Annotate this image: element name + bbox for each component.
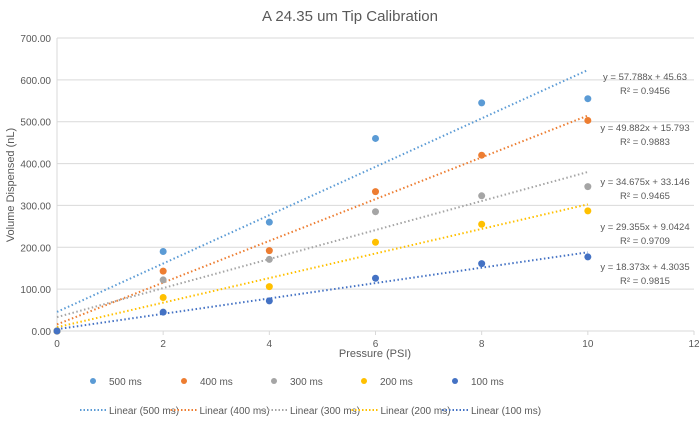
data-point: [53, 327, 61, 335]
data-point: [265, 255, 273, 263]
data-point: [584, 253, 592, 261]
data-point: [584, 207, 592, 215]
trend-r-squared: R² = 0.9815: [620, 276, 670, 287]
legend-trend-label: Linear (400 ms): [200, 406, 270, 417]
x-tick-label: 8: [479, 339, 485, 350]
grid-lines: [56, 37, 694, 332]
data-point: [265, 297, 273, 305]
trendline: [56, 251, 588, 331]
data-point: [159, 247, 167, 255]
y-axis-label: Volume Dispensed (nL): [5, 128, 17, 242]
data-point: [265, 283, 273, 291]
legend-marker: [361, 378, 367, 384]
data-point: [372, 208, 379, 216]
data-point: [159, 294, 167, 302]
data-point: [372, 238, 379, 246]
data-point: [372, 134, 379, 142]
y-tick-label: 500.00: [20, 118, 51, 129]
data-point: [159, 267, 167, 275]
data-point: [584, 116, 592, 124]
chart-title: A 24.35 um Tip Calibration: [262, 8, 438, 25]
legend: 500 ms Linear (500 ms) 400 ms Linear (400 m…: [80, 377, 541, 417]
x-tick-label: 6: [373, 339, 379, 350]
x-axis-label: Pressure (PSI): [339, 348, 411, 360]
x-tick-label: 0: [54, 339, 60, 350]
data-point: [584, 183, 592, 191]
data-point: [478, 99, 486, 107]
y-tick-label: 300.00: [20, 201, 51, 212]
data-point: [478, 260, 486, 268]
y-tick-label: 0.00: [32, 327, 52, 338]
trendline: [56, 69, 589, 313]
y-tick-label: 700.00: [20, 34, 51, 45]
data-point: [159, 308, 167, 316]
legend-label: 300 ms: [290, 377, 323, 388]
data-point: [372, 188, 379, 196]
y-tick-label: 100.00: [20, 285, 51, 296]
y-tick-label: 200.00: [20, 243, 51, 254]
x-tick-label: 4: [267, 339, 273, 350]
x-axis-ticks: 0 2 4 6 8 10 12: [54, 331, 700, 350]
trend-equation: y = 57.788x + 45.63: [603, 72, 687, 83]
data-point: [584, 95, 592, 103]
data-point: [159, 276, 167, 284]
data-point: [265, 247, 273, 255]
data-point: [478, 192, 486, 200]
trend-r-squared: R² = 0.9883: [620, 137, 670, 148]
legend-marker: [90, 378, 96, 384]
trend-r-squared: R² = 0.9456: [620, 86, 670, 97]
y-axis-ticks: 0.00 100.00 200.00 300.00 400.00 500.00 600.00…: [20, 34, 51, 338]
legend-label: 100 ms: [471, 377, 504, 388]
legend-trend-label: Linear (300 ms): [290, 406, 360, 417]
legend-marker: [452, 378, 458, 384]
trendlines: [56, 69, 589, 331]
trend-equation: y = 29.355x + 9.0424: [600, 222, 689, 233]
legend-label: 400 ms: [200, 377, 233, 388]
legend-label: 500 ms: [109, 377, 142, 388]
legend-trend-label: Linear (200 ms): [381, 406, 451, 417]
trend-equation: y = 49.882x + 15.793: [600, 123, 689, 134]
trendline: [56, 203, 589, 329]
y-tick-label: 400.00: [20, 160, 51, 171]
data-points: [53, 95, 592, 335]
legend-trend-label: Linear (500 ms): [109, 406, 179, 417]
data-point: [265, 218, 273, 226]
legend-marker: [271, 378, 277, 384]
trend-equation: y = 18.373x + 4.3035: [600, 262, 689, 273]
x-tick-label: 10: [582, 339, 594, 350]
y-tick-label: 600.00: [20, 76, 51, 87]
legend-label: 200 ms: [380, 377, 413, 388]
data-point: [478, 151, 486, 159]
trend-equations: y = 57.788x + 45.63 R² = 0.9456 y = 49.882…: [600, 72, 689, 287]
data-point: [372, 274, 379, 282]
trendline: [56, 171, 589, 319]
trendline: [56, 114, 589, 326]
x-tick-label: 12: [688, 339, 700, 350]
legend-trend-label: Linear (100 ms): [471, 406, 541, 417]
trend-r-squared: R² = 0.9709: [620, 236, 670, 247]
legend-marker: [181, 378, 187, 384]
trend-equation: y = 34.675x + 33.146: [600, 177, 689, 188]
x-tick-label: 2: [160, 339, 166, 350]
trend-r-squared: R² = 0.9465: [620, 191, 670, 202]
data-point: [478, 220, 486, 228]
